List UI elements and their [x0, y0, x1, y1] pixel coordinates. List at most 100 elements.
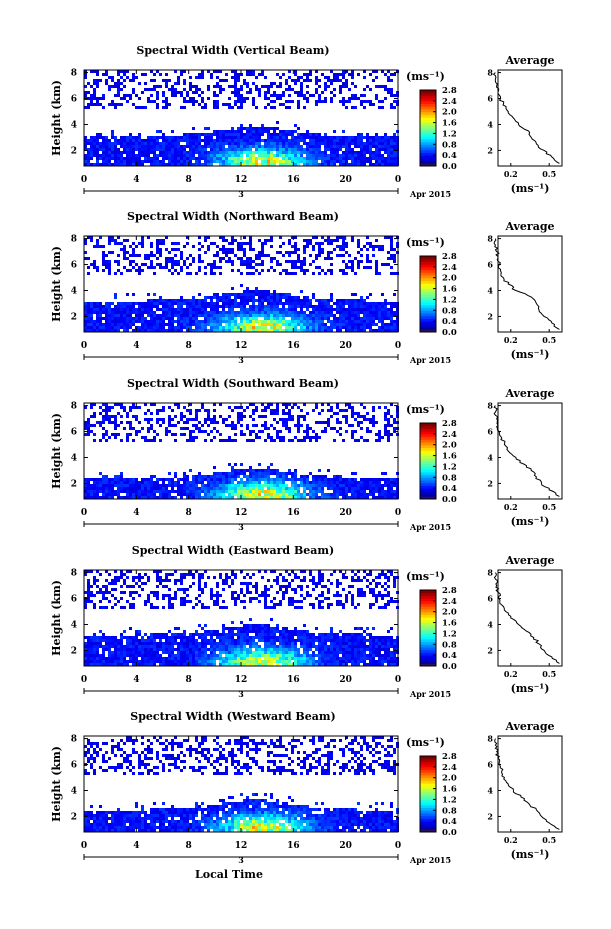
heatmap-cell	[174, 269, 177, 272]
heatmap-cell	[216, 251, 219, 254]
heatmap-cell	[192, 151, 195, 154]
heatmap-cell	[369, 157, 372, 160]
heatmap-cell	[105, 82, 108, 85]
heatmap-cell	[132, 242, 135, 245]
heatmap-cell	[237, 472, 240, 475]
heatmap-cell	[111, 415, 114, 418]
heatmap-cell	[318, 299, 321, 302]
heatmap-cell	[393, 496, 396, 499]
heatmap-cell	[162, 487, 165, 490]
heatmap-cell	[99, 412, 102, 415]
heatmap-cell	[327, 493, 330, 496]
heatmap-cell	[156, 130, 159, 133]
heatmap-cell	[156, 154, 159, 157]
heatmap-cell	[378, 478, 381, 481]
heatmap-cell	[87, 106, 90, 109]
heatmap-cell	[180, 427, 183, 430]
heatmap-cell	[198, 103, 201, 106]
heatmap-cell	[375, 148, 378, 151]
heatmap-cell	[378, 85, 381, 88]
heatmap-cell	[333, 239, 336, 242]
heatmap-cell	[333, 308, 336, 311]
heatmap-cell	[243, 142, 246, 145]
heatmap-cell	[243, 160, 246, 163]
heatmap-cell	[312, 323, 315, 326]
heatmap-cell	[237, 142, 240, 145]
heatmap-cell	[276, 409, 279, 412]
colorbar-segment	[420, 496, 436, 500]
heatmap-cell	[186, 421, 189, 424]
heatmap-cell	[231, 157, 234, 160]
heatmap-cell	[261, 490, 264, 493]
heatmap-cell	[342, 323, 345, 326]
heatmap-cell	[102, 427, 105, 430]
heatmap-cell	[327, 251, 330, 254]
heatmap-cell	[336, 236, 339, 239]
heatmap-cell	[294, 160, 297, 163]
heatmap-cell	[375, 85, 378, 88]
heatmap-cell	[288, 439, 291, 442]
heatmap-cell	[237, 421, 240, 424]
heatmap-cell	[255, 329, 258, 332]
heatmap-cell	[213, 493, 216, 496]
heatmap-cell	[222, 160, 225, 163]
heatmap-cell	[231, 475, 234, 478]
heatmap-cell	[228, 490, 231, 493]
heatmap-cell	[330, 478, 333, 481]
heatmap-cell	[294, 70, 297, 73]
heatmap-cell	[240, 478, 243, 481]
heatmap-cell	[294, 424, 297, 427]
heatmap-cell	[237, 493, 240, 496]
heatmap-cell	[303, 139, 306, 142]
heatmap-cell	[231, 130, 234, 133]
heatmap-cell	[99, 484, 102, 487]
heatmap-cell	[252, 260, 255, 263]
heatmap-cell	[240, 263, 243, 266]
heatmap-cell	[351, 70, 354, 73]
heatmap-cell	[366, 257, 369, 260]
heatmap-cell	[387, 484, 390, 487]
heatmap-cell	[219, 88, 222, 91]
heatmap-cell	[246, 439, 249, 442]
heatmap-cell	[192, 163, 195, 166]
colorbar-segment	[420, 98, 436, 102]
heatmap-cell	[351, 73, 354, 76]
heatmap-cell	[276, 329, 279, 332]
heatmap-cell	[351, 329, 354, 332]
heatmap-cell	[99, 573, 102, 576]
heatmap-cell	[117, 490, 120, 493]
heatmap-cell	[153, 142, 156, 145]
heatmap-cell	[234, 463, 237, 466]
heatmap-cell	[270, 329, 273, 332]
heatmap-cell	[165, 487, 168, 490]
heatmap-cell	[195, 85, 198, 88]
heatmap-cell	[102, 436, 105, 439]
heatmap-cell	[384, 472, 387, 475]
colorbar-unit: (ms⁻¹)	[406, 236, 445, 249]
colorbar-frame	[419, 89, 437, 167]
heatmap-cell	[99, 642, 102, 645]
heatmap-cell	[330, 326, 333, 329]
heatmap-cell	[345, 251, 348, 254]
heatmap-cell	[162, 136, 165, 139]
panel-2: Spectral Width (Northward Beam)2468Heigh…	[50, 210, 563, 365]
heatmap-cell	[366, 248, 369, 251]
heatmap-cell	[108, 151, 111, 154]
heatmap-cell	[150, 88, 153, 91]
heatmap-cell	[90, 239, 93, 242]
heatmap-cell	[138, 305, 141, 308]
average-line	[492, 72, 560, 164]
heatmap-cell	[243, 308, 246, 311]
heatmap-cell	[162, 302, 165, 305]
x-tick-label: 12	[235, 508, 248, 518]
average-frame	[497, 402, 563, 500]
heatmap-cell	[183, 263, 186, 266]
heatmap-cell	[201, 326, 204, 329]
heatmap-cell	[276, 326, 279, 329]
heatmap-cell	[324, 493, 327, 496]
heatmap-cell	[369, 293, 372, 296]
heatmap-cell	[327, 496, 330, 499]
heatmap-cell	[342, 326, 345, 329]
heatmap-cell	[306, 91, 309, 94]
colorbar-segment	[420, 122, 436, 126]
